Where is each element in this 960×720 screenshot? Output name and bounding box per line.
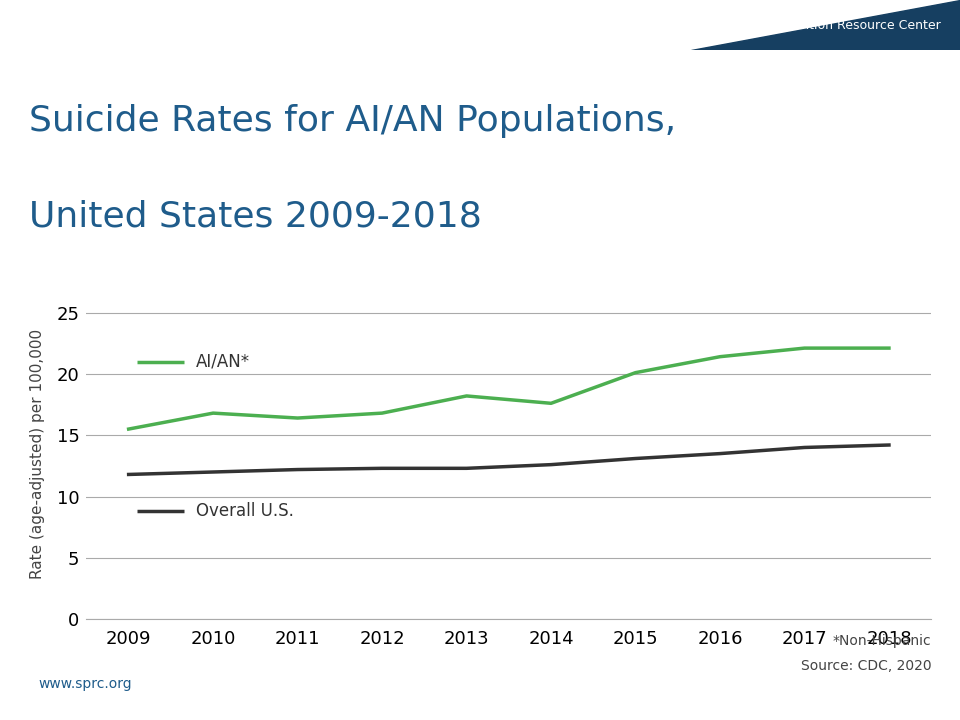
Text: United States 2009-2018: United States 2009-2018 xyxy=(29,199,482,233)
Text: Suicide Rates for AI/AN Populations,: Suicide Rates for AI/AN Populations, xyxy=(29,104,676,138)
Text: AI/AN*: AI/AN* xyxy=(196,353,251,371)
Text: www.sprc.org: www.sprc.org xyxy=(38,678,132,691)
Text: SPRC  |   Suicide Prevention Resource Center: SPRC | Suicide Prevention Resource Cente… xyxy=(660,19,941,32)
Text: *Non-Hispanic: *Non-Hispanic xyxy=(832,634,931,648)
Polygon shape xyxy=(691,0,960,50)
Text: Source: CDC, 2020: Source: CDC, 2020 xyxy=(801,660,931,673)
Y-axis label: Rate (age-adjusted) per 100,000: Rate (age-adjusted) per 100,000 xyxy=(31,328,45,579)
Text: Overall U.S.: Overall U.S. xyxy=(196,503,294,521)
